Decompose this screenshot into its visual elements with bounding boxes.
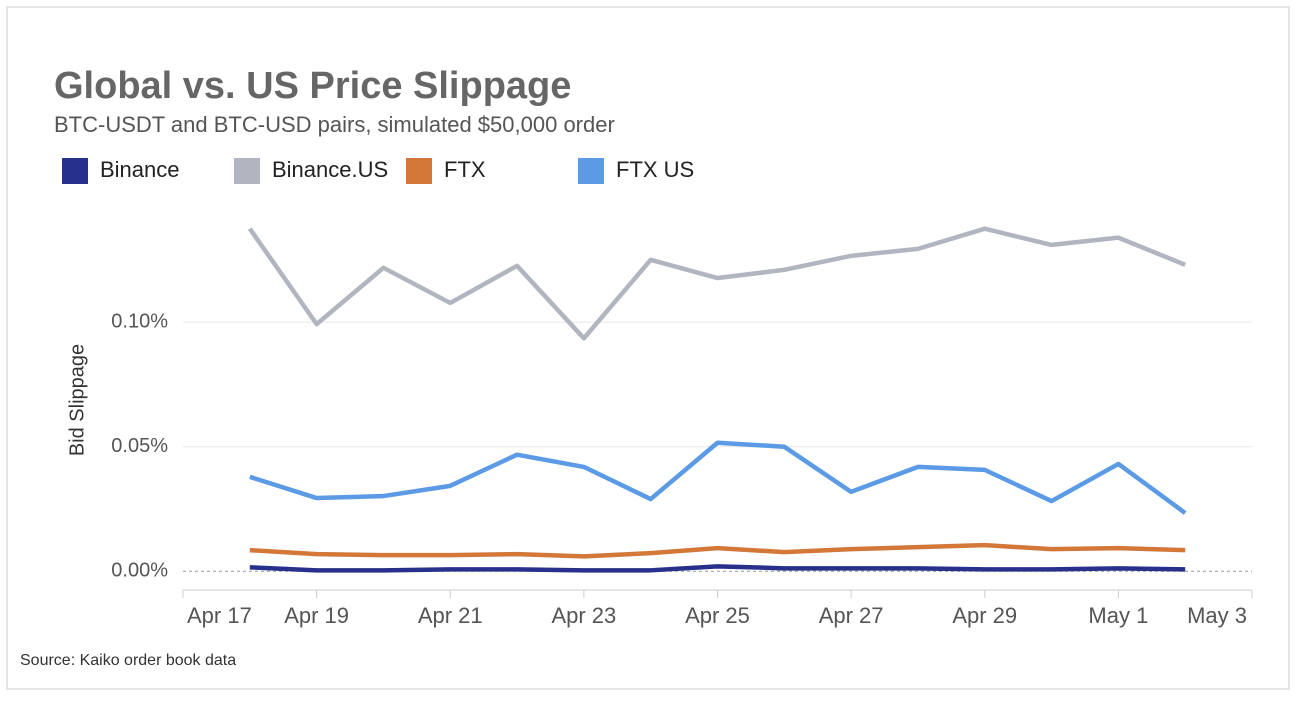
legend-label: FTX US [616,157,694,182]
x-tick-label: Apr 23 [551,603,616,628]
y-tick-label: 0.05% [111,435,168,457]
y-tick-label: 0.10% [111,310,168,332]
series-line [247,226,1187,341]
source: Source: Kaiko order book data [20,652,236,669]
x-tick-label: Apr 17 [187,603,252,628]
legend-swatch [62,158,88,184]
y-axis-label: Bid Slippage [66,344,88,456]
legend-swatch [578,158,604,184]
legend-swatch [406,158,432,184]
series-line [249,440,1187,515]
x-tick-label: May 1 [1088,603,1148,628]
legend-label: FTX [444,157,486,182]
x-tick-label: Apr 19 [284,603,349,628]
legend-label: Binance.US [272,157,388,182]
frame [6,6,1290,690]
y-tick-label: 0.00% [111,560,168,582]
legend-swatch [234,158,260,184]
x-tick-label: Apr 21 [418,603,483,628]
chart-subtitle: BTC-USDT and BTC-USD pairs, simulated $5… [54,112,615,137]
series-line [249,564,1186,573]
x-tick-label: Apr 29 [952,603,1017,628]
x-tick-label: May 3 [1187,603,1247,628]
chart-title: Global vs. US Price Slippage [54,65,571,107]
series-line [249,542,1186,559]
x-tick-label: Apr 25 [685,603,750,628]
legend-label: Binance [100,157,180,182]
x-tick-label: Apr 27 [819,603,884,628]
